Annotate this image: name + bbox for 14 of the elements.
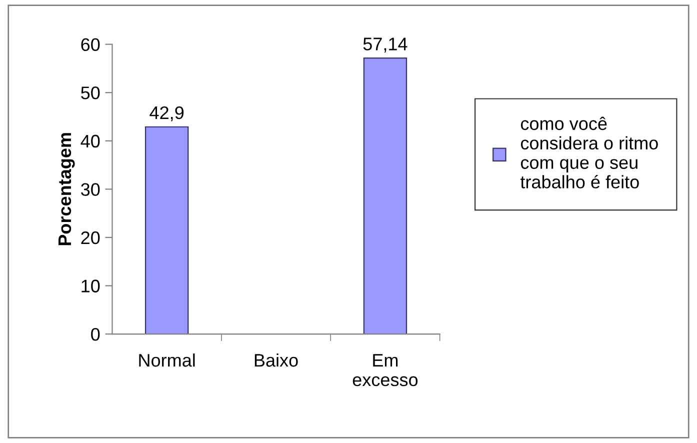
x-tick-label: Normal: [139, 353, 195, 367]
y-tick-label: 0: [91, 328, 100, 341]
y-tick-label: 30: [81, 183, 100, 196]
data-label: 57,14: [363, 38, 408, 53]
x-tick-label: Em excesso: [352, 354, 418, 386]
y-tick-label: 10: [82, 280, 100, 292]
x-tick-label: Baixo: [254, 353, 298, 367]
y-tick-label: 40: [80, 134, 100, 148]
y-tick-label: 50: [81, 86, 100, 100]
y-tick-label: 60: [81, 38, 100, 52]
data-label: 42,9: [150, 106, 184, 122]
legend-label: como você considera o ritmo com que o seu trabalho é feito: [520, 116, 658, 188]
y-axis-title: Porcentagem: [58, 133, 75, 246]
y-tick-label: 20: [81, 231, 100, 244]
